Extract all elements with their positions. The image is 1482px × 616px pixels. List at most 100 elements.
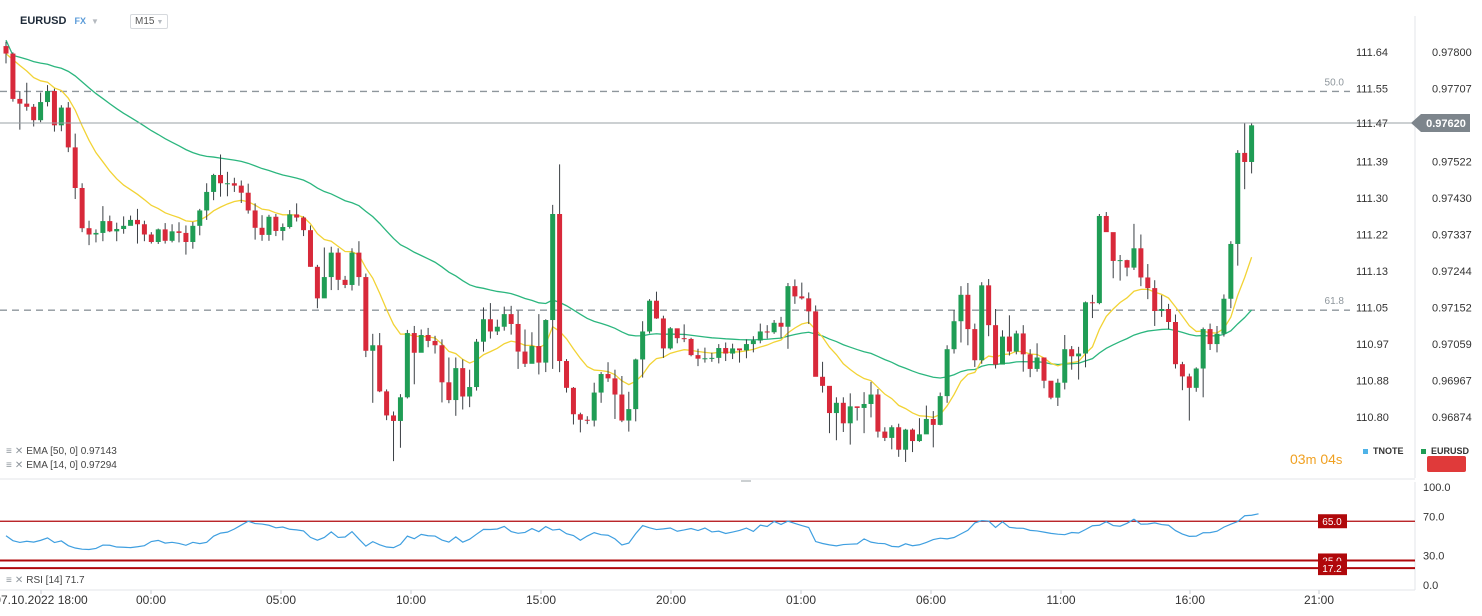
price-axis-tick: 0.97337: [1432, 230, 1472, 242]
candle-body: [1186, 376, 1192, 388]
candle-body: [45, 91, 51, 103]
settings-menu-icon[interactable]: ≡: [6, 575, 12, 586]
secondary-axis-tick: 110.88: [1356, 375, 1389, 387]
candle-body: [771, 322, 777, 333]
candle-body: [619, 394, 625, 421]
legend-tnote[interactable]: TNOTE: [1363, 446, 1404, 456]
candle-body: [79, 187, 85, 229]
candle-body: [577, 414, 583, 420]
timeframe-selector[interactable]: M15 ▼: [130, 14, 169, 29]
candle-body: [148, 234, 154, 242]
candle-body: [197, 210, 203, 226]
candle-body: [176, 231, 182, 233]
candle-body: [307, 230, 313, 267]
candle-body: [1041, 357, 1047, 381]
rsi-axis-tick: 70.0: [1423, 511, 1444, 523]
candle-body: [460, 368, 466, 397]
secondary-axis-tick: 111.47: [1356, 118, 1388, 130]
candle-body: [1103, 215, 1109, 233]
secondary-axis-tick: 111.55: [1356, 84, 1388, 96]
candle-body: [1207, 329, 1213, 345]
chevron-down-icon[interactable]: ▼: [90, 17, 99, 26]
candle-body: [833, 402, 839, 414]
close-icon[interactable]: ✕: [14, 460, 24, 471]
candle-body: [1083, 302, 1089, 354]
candle-body: [999, 336, 1005, 365]
rsi-axis-tick: 0.0: [1423, 580, 1438, 592]
rsi-axis-tick: 30.0: [1423, 551, 1444, 563]
candle-body: [231, 183, 237, 186]
settings-menu-icon[interactable]: ≡: [6, 460, 12, 471]
rsi-axis-tick: 100.0: [1423, 482, 1451, 494]
candle-body: [356, 252, 362, 278]
candle-body: [806, 298, 812, 312]
candle-body: [695, 355, 701, 359]
price-axis-tick: 0.96874: [1432, 412, 1472, 424]
time-axis-tick: 11:00: [1046, 593, 1075, 607]
time-axis-tick: 00:00: [136, 593, 166, 607]
candle-body: [667, 328, 673, 349]
time-axis-tick: 21:00: [1304, 593, 1334, 607]
candle-body: [24, 103, 30, 107]
candle-body: [647, 300, 653, 332]
candle-body: [17, 98, 23, 104]
candle-body: [363, 277, 369, 351]
candle-body: [1221, 298, 1227, 334]
candle-body: [1110, 232, 1116, 261]
candle-body: [605, 374, 611, 379]
candle-body: [958, 294, 964, 322]
close-icon[interactable]: ✕: [14, 446, 24, 457]
candle-body: [688, 338, 694, 356]
candle-body: [65, 107, 71, 148]
candle-body: [155, 229, 161, 242]
countdown-minutes-unit: m: [1305, 452, 1317, 467]
candle-body: [660, 318, 666, 349]
candle-body: [1069, 349, 1075, 357]
countdown-seconds: 04: [1320, 451, 1336, 467]
candle-body: [31, 106, 37, 121]
secondary-axis-tick: 110.97: [1356, 339, 1389, 351]
eurusd-status-badge: [1427, 456, 1466, 472]
current-price-tag-label: 0.97620: [1426, 118, 1466, 130]
candle-body: [550, 214, 556, 321]
countdown-seconds-unit: s: [1335, 452, 1343, 467]
ema14-indicator[interactable]: ≡ ✕ EMA [14, 0] 0.97294: [6, 460, 117, 471]
tnote-label: TNOTE: [1373, 446, 1404, 456]
price-axis-tick: 0.96967: [1432, 375, 1472, 387]
settings-menu-icon[interactable]: ≡: [6, 446, 12, 457]
symbol-label: EURUSD: [20, 15, 67, 27]
candle-body: [951, 321, 957, 350]
instrument-header[interactable]: EURUSD FX ▼: [20, 15, 99, 27]
rsi-label: RSI [14] 71.7: [26, 575, 85, 586]
candle-body: [785, 286, 791, 327]
secondary-axis-tick: 110.80: [1356, 412, 1389, 424]
price-axis: 0.97800 0.97707 0.97522 0.97430 0.97337 0.972…: [1432, 47, 1472, 424]
candle-body: [543, 320, 549, 363]
rsi-level-tag: [1318, 514, 1347, 529]
price-axis-tick: 0.97522: [1432, 157, 1472, 169]
time-axis: 07.10.2022 18:00 00:00 05:00 10:00 15:00 20:0…: [0, 590, 1334, 607]
candle-body: [38, 102, 44, 121]
rsi-indicator[interactable]: ≡ ✕ RSI [14] 71.7: [6, 575, 85, 586]
candle-body: [1200, 329, 1206, 369]
candle-body: [259, 227, 265, 235]
candle-body: [792, 286, 798, 297]
legend-eurusd[interactable]: EURUSD: [1421, 446, 1469, 456]
ema50-indicator[interactable]: ≡ ✕ EMA [50, 0] 0.97143: [6, 446, 117, 457]
candle-body: [529, 346, 535, 364]
candle-body: [487, 319, 493, 332]
candle-body: [1055, 382, 1061, 398]
rsi-level-tag-label: 17.2: [1322, 564, 1342, 575]
candle-body: [570, 387, 576, 415]
candle-body: [141, 224, 147, 235]
close-icon[interactable]: ✕: [14, 575, 24, 586]
candle-body: [854, 406, 860, 408]
candle-body: [923, 418, 929, 435]
candle-body: [280, 227, 286, 231]
candle-body: [515, 323, 521, 352]
candle-body: [1096, 215, 1102, 304]
price-axis-tick: 0.97707: [1432, 84, 1472, 96]
eurusd-label: EURUSD: [1431, 446, 1470, 456]
candle-body: [86, 228, 92, 235]
